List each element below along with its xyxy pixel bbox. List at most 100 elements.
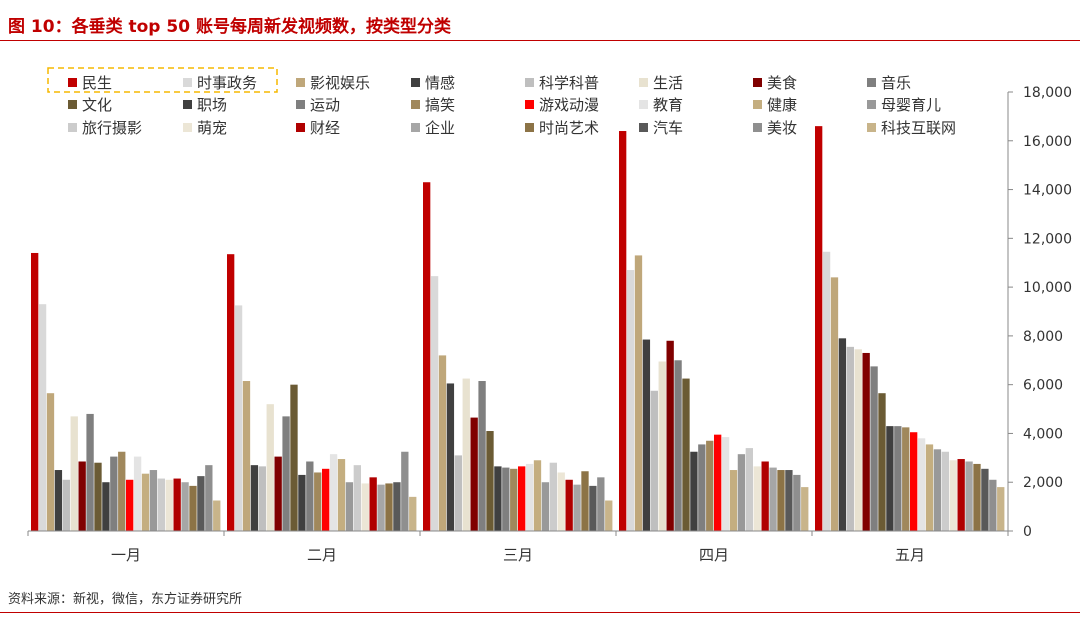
legend-label: 科技互联网 [881, 119, 956, 137]
bar [205, 465, 213, 531]
bar [557, 472, 565, 531]
bar [165, 479, 173, 531]
bar [634, 255, 643, 531]
bar [573, 484, 581, 531]
bar [250, 465, 259, 531]
bar [118, 451, 126, 531]
legend-label: 健康 [767, 96, 797, 114]
bar [973, 463, 981, 531]
bar [933, 449, 942, 531]
bar [830, 277, 839, 531]
legend-label: 母婴育儿 [881, 96, 941, 114]
bar [423, 182, 431, 532]
bar [70, 416, 78, 531]
legend-swatch [639, 100, 648, 109]
legend-swatch [867, 123, 876, 132]
bar [502, 467, 510, 531]
bar [377, 484, 385, 531]
bar [981, 468, 989, 531]
legend-swatch [183, 78, 192, 87]
bar [957, 459, 965, 531]
legend-label: 职场 [197, 96, 227, 114]
bar [815, 126, 823, 531]
bar [690, 451, 698, 531]
bar [650, 390, 658, 531]
bar [886, 426, 894, 531]
y-tick-label: 8,000 [1023, 329, 1063, 345]
bar [478, 381, 486, 531]
bar [189, 485, 197, 531]
legend-label: 游戏动漫 [539, 96, 599, 114]
bar [353, 465, 361, 531]
bar [581, 471, 589, 531]
y-tick-label: 12,000 [1023, 231, 1072, 247]
x-tick-label: 二月 [307, 546, 337, 564]
bar [917, 438, 926, 531]
legend-label: 情感 [425, 74, 455, 92]
bar [989, 479, 997, 531]
bar [549, 462, 557, 531]
y-tick-label: 10,000 [1023, 280, 1072, 296]
bar [306, 461, 314, 531]
bar [674, 360, 682, 531]
bar [62, 479, 70, 531]
y-tick-label: 4,000 [1023, 426, 1063, 442]
legend-swatch [525, 123, 534, 132]
bar [714, 434, 722, 531]
bar [605, 500, 613, 531]
x-tick-label: 四月 [699, 546, 729, 564]
figure-title: 图 10：各垂类 top 50 账号每周新发视频数，按类型分类 [8, 17, 451, 37]
legend-label: 美妆 [767, 119, 797, 137]
bar [619, 131, 627, 531]
bar [385, 483, 393, 531]
bar [110, 456, 118, 531]
bar [761, 461, 769, 531]
bar [838, 338, 847, 531]
y-tick-label: 14,000 [1023, 183, 1072, 199]
bar [149, 470, 158, 531]
legend-label: 企业 [425, 119, 455, 137]
bar [949, 460, 957, 531]
legend-swatch [183, 123, 192, 132]
x-tick-label: 一月 [111, 546, 141, 564]
bar [173, 478, 181, 531]
bar [518, 466, 526, 531]
bar [446, 383, 455, 531]
y-tick-label: 2,000 [1023, 475, 1063, 491]
legend-swatch [296, 100, 305, 109]
y-tick-label: 18,000 [1023, 85, 1072, 101]
legend-label: 汽车 [653, 119, 683, 137]
legend-label: 教育 [653, 96, 683, 114]
legend-swatch [296, 78, 305, 87]
bar [597, 477, 605, 531]
bar [729, 470, 738, 531]
bar [769, 467, 777, 531]
bar [46, 393, 55, 531]
x-tick-label: 五月 [895, 546, 925, 564]
bar [157, 478, 165, 531]
bar [658, 361, 666, 531]
bar [793, 474, 801, 531]
legend-label: 时尚艺术 [539, 119, 599, 137]
bar [902, 427, 910, 531]
bar [706, 440, 714, 531]
legend-swatch [183, 100, 192, 109]
bar [94, 462, 102, 531]
legend-label: 民生 [82, 74, 112, 92]
legend-swatch [753, 100, 762, 109]
bar [393, 482, 401, 531]
bar [227, 254, 235, 531]
bar [462, 378, 470, 531]
bar [258, 466, 266, 531]
legend-swatch [867, 100, 876, 109]
legend-label: 搞笑 [425, 96, 455, 114]
bar [941, 451, 949, 531]
bar [290, 384, 298, 531]
bar [965, 461, 973, 531]
legend-highlight-box [47, 67, 278, 93]
legend-swatch [867, 78, 876, 87]
bar [486, 431, 494, 531]
bar [822, 251, 831, 531]
x-axis: 一月 二月 三月 四月 五月 [27, 530, 1009, 564]
